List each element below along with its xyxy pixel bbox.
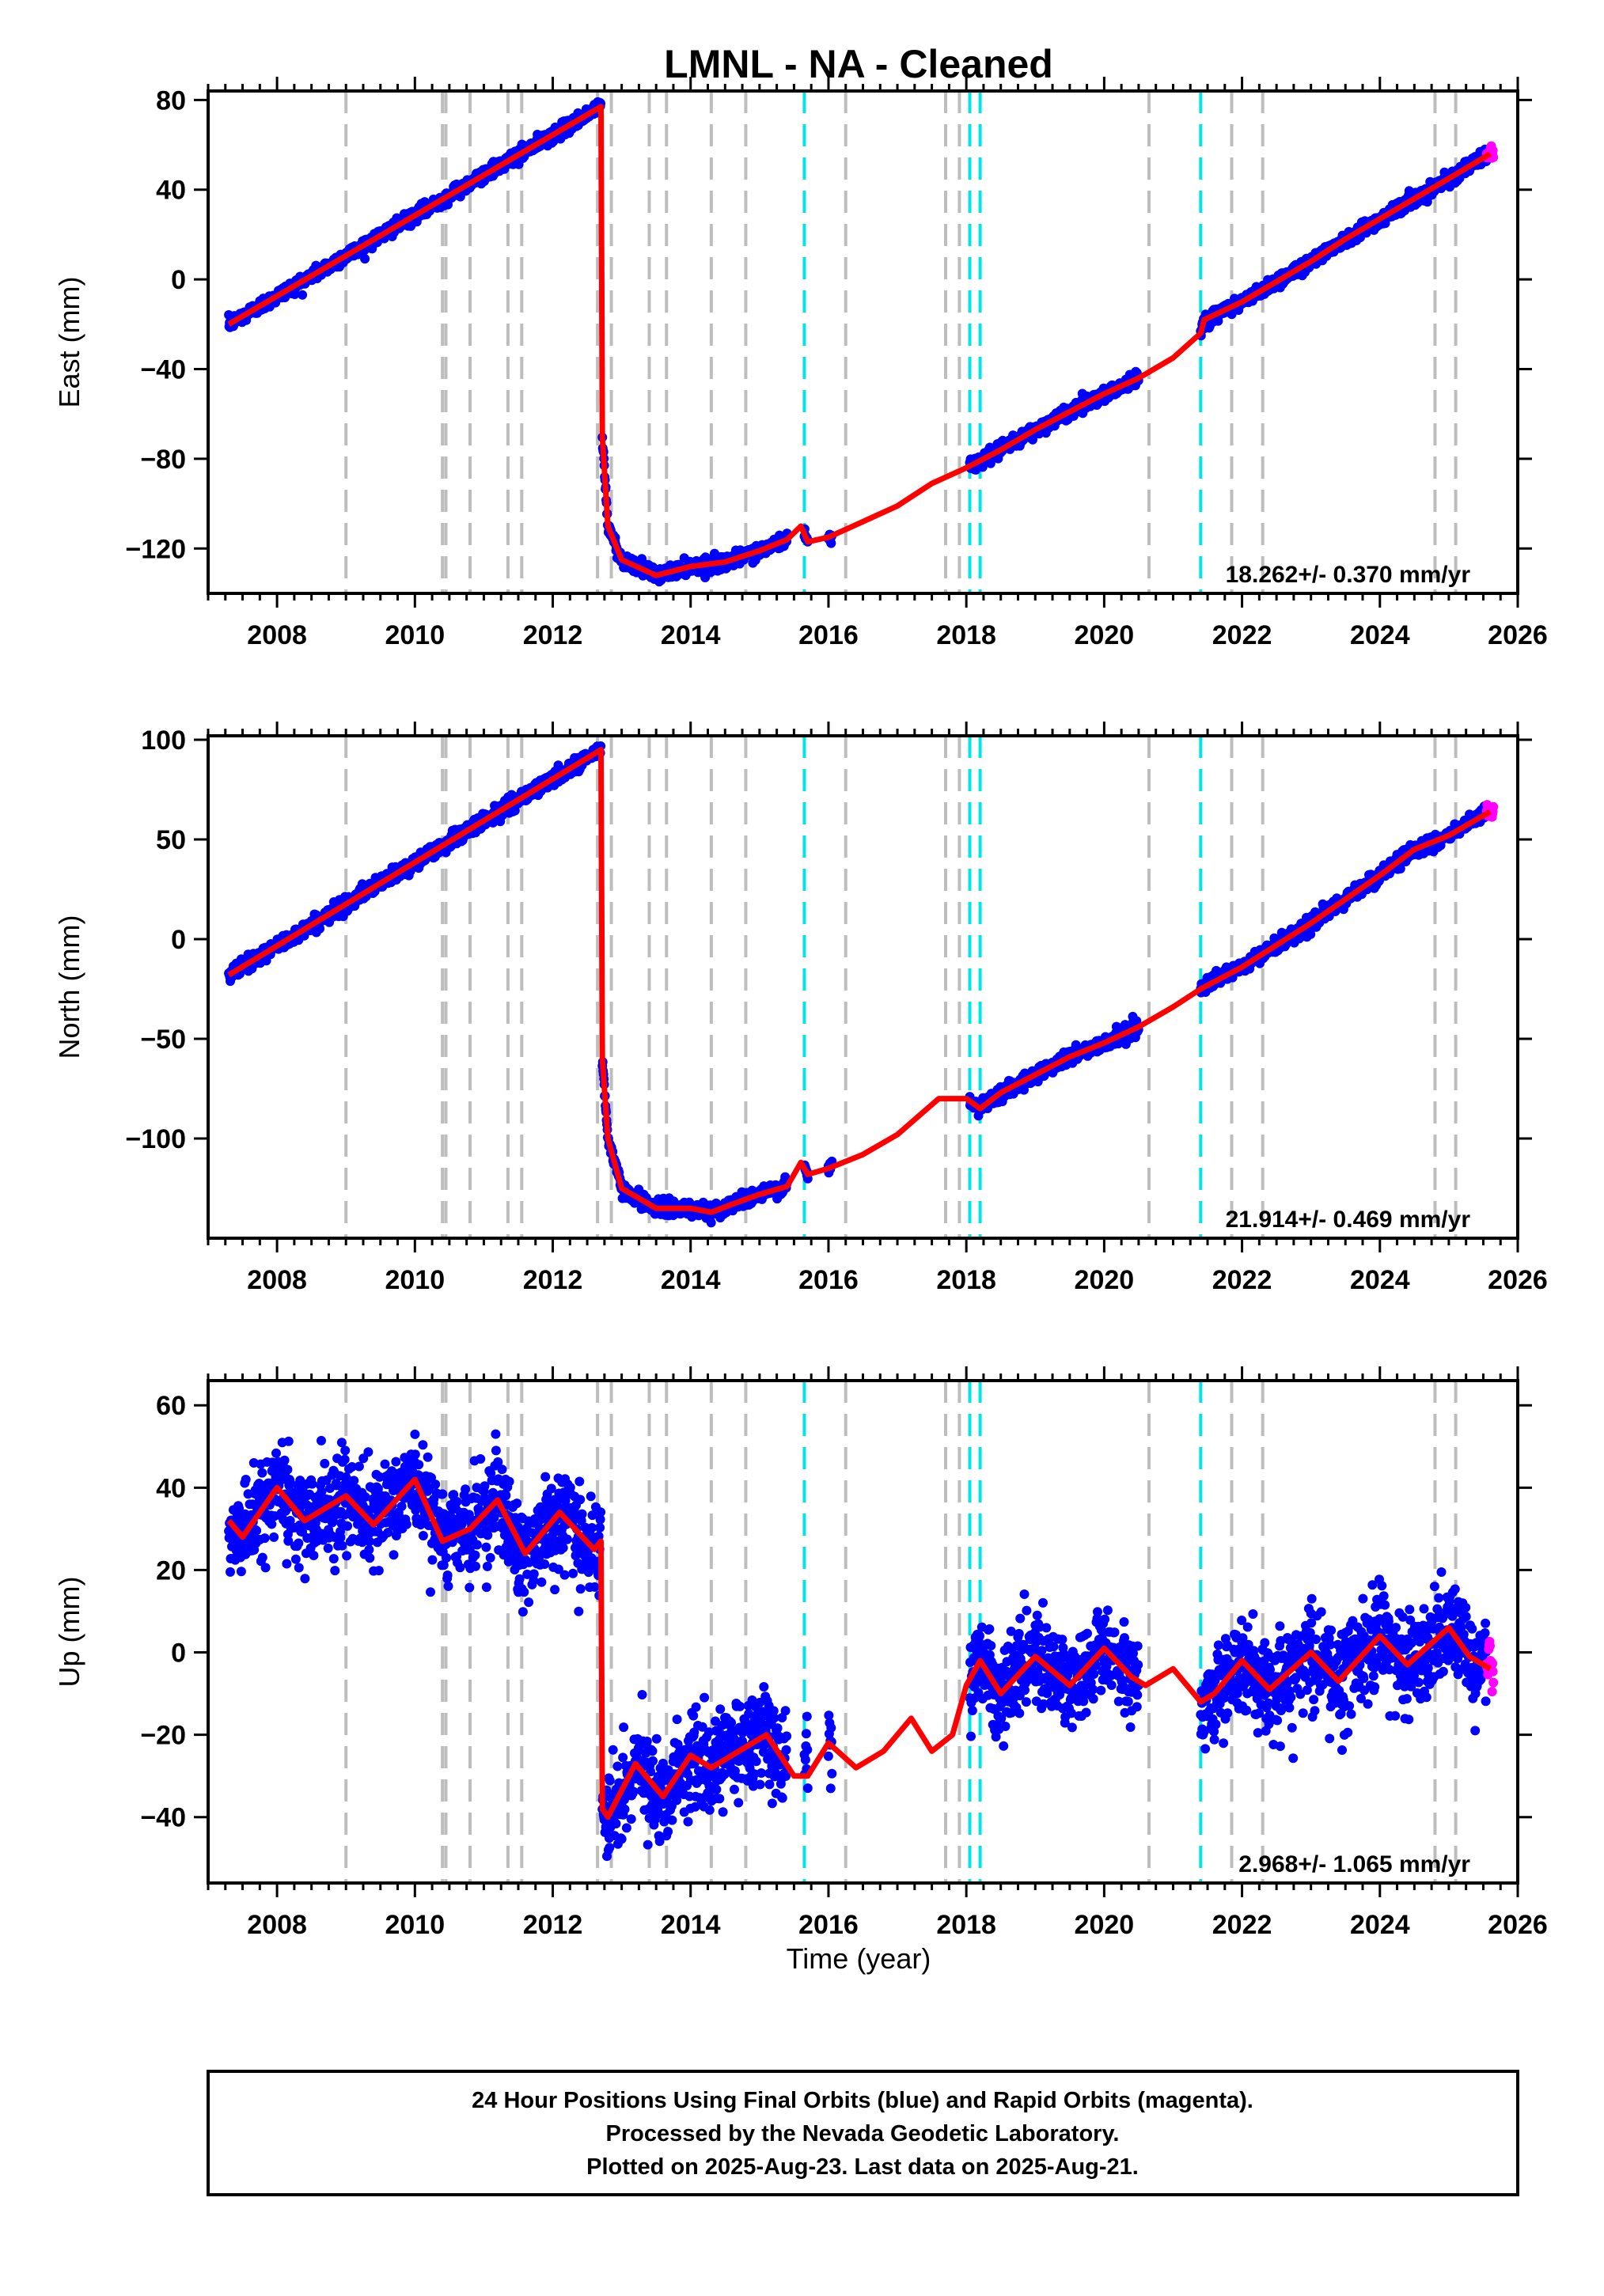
x-tick-label: 2016 <box>798 620 859 650</box>
plot-area <box>224 91 1499 593</box>
x-tick-label: 2022 <box>1212 620 1272 650</box>
final-orbit-points <box>224 97 1492 587</box>
y-tick-label: 40 <box>156 176 186 206</box>
x-tick-label: 2014 <box>661 620 721 650</box>
x-tick-label: 2012 <box>523 620 583 650</box>
data-point <box>360 254 370 264</box>
rate-annotation: 18.262+/- 0.370 mm/yr <box>1226 562 1471 588</box>
x-tick-label: 2020 <box>1075 620 1135 650</box>
y-tick-label: 80 <box>156 85 186 116</box>
model-line <box>227 104 1492 578</box>
x-tick-label: 2026 <box>1488 620 1548 650</box>
x-tick-label: 2018 <box>936 620 996 650</box>
y-tick-label: −120 <box>125 534 186 564</box>
data-point <box>1028 434 1037 445</box>
y-tick-label: −80 <box>140 445 186 475</box>
y-tick-label: −40 <box>140 355 186 385</box>
north-panel: 2008 2010 2012 2014 2016 2018 2020 2022 2024 2026… <box>53 722 1548 1295</box>
chart-title: LMNL - NA - Cleaned <box>664 42 1053 86</box>
plot-area <box>224 736 1499 1238</box>
rapid-point <box>1488 146 1498 156</box>
x-tick-label: 2010 <box>385 620 445 650</box>
rapid-point <box>1488 152 1499 162</box>
east-panel: 2008 2010 2012 2014 2016 2018 2020 2022 2024 2026… <box>53 77 1548 650</box>
x-tick-label: 2008 <box>247 620 307 650</box>
panel-frame <box>207 89 1519 595</box>
data-point <box>298 290 308 300</box>
y-tick-label: 0 <box>171 265 186 295</box>
y-axis-label: East (mm) <box>53 277 85 408</box>
data-point <box>315 923 325 934</box>
data-point <box>826 538 836 548</box>
x-tick-label: 2024 <box>1350 620 1410 650</box>
data-point <box>706 1218 716 1228</box>
